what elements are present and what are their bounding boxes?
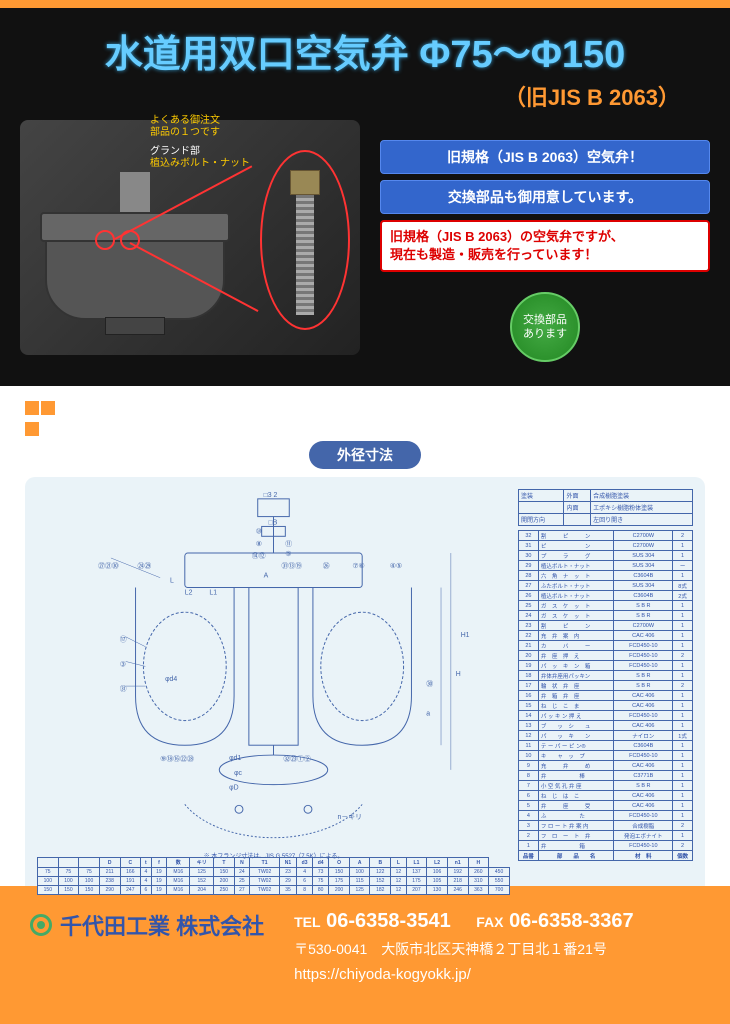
svg-text:⑩: ⑩ <box>256 527 262 535</box>
svg-text:□3 2: □3 2 <box>264 492 278 499</box>
svg-text:n－キリ: n－キリ <box>338 814 362 821</box>
website-url: https://chiyoda-kogyokk.jp/ <box>294 962 700 988</box>
footer: 千代田工業 株式会社 TEL 06-6358-3541 FAX 06-6358-… <box>0 886 730 1024</box>
product-photo: よくある御注文 部品の１つです グランド部 植込みボルト・ナット <box>20 120 360 355</box>
fax-number: 06-6358-3367 <box>509 910 634 932</box>
highlight-circle-1 <box>95 230 115 250</box>
svg-text:A: A <box>264 573 269 580</box>
material-table: 塗装外面合成樹脂塗装内面エポキシ樹脂粉体塗装開閉方向左回り開き <box>518 489 693 526</box>
product-title: 水道用双口空気弁 Φ75～Φ150 <box>20 23 710 78</box>
svg-text:L1: L1 <box>209 589 217 596</box>
spec-section: 外径寸法 <box>0 386 730 886</box>
drawing-svg: □3 2 □B H H1 a φd4 φd1 φc φD n－キリ ㉗㉑㉚ ㉔㉙… <box>37 489 510 844</box>
hero-section: 水道用双口空気弁 Φ75～Φ150 （旧JIS B 2063） よくある御注文 … <box>0 8 730 386</box>
svg-text:H1: H1 <box>461 632 470 639</box>
top-accent-bar <box>0 0 730 8</box>
svg-text:㉛⑬⑲: ㉛⑬⑲ <box>281 562 302 570</box>
svg-text:L: L <box>170 578 174 585</box>
info-box: 旧規格（JIS B 2063）の空気弁ですが、 現在も製造・販売を行っています！ <box>380 220 710 272</box>
svg-text:φd1: φd1 <box>229 755 241 762</box>
company-name: 千代田工業 株式会社 <box>60 909 264 941</box>
bolt-detail <box>290 170 320 315</box>
callout-text-3: 植込みボルト・ナット <box>150 154 250 169</box>
svg-text:㉚: ㉚ <box>426 680 433 688</box>
svg-text:□B: □B <box>269 519 278 526</box>
svg-text:φc: φc <box>234 770 242 777</box>
parts-table: 32割 ピ ンC2700W231ピ ンC2700W130プ ラ グSUS 304… <box>518 530 693 861</box>
svg-text:㉔㉙: ㉔㉙ <box>138 562 152 570</box>
address: 〒530-0041 大阪市北区天神橋２丁目北１番21号 <box>294 938 700 962</box>
info-badge-2: 交換部品も御用意しています。 <box>380 180 710 214</box>
info-badge-1: 旧規格（JIS B 2063）空気弁！ <box>380 140 710 174</box>
svg-text:φD: φD <box>229 785 238 792</box>
dimension-table: DCtf数キリTNT1N1d3d4OABLL1L2n1H 75757521116… <box>37 857 510 895</box>
parts-available-badge: 交換部品 あります <box>510 292 580 362</box>
svg-text:φd4: φd4 <box>165 676 177 683</box>
tel-number: 06-6358-3541 <box>326 910 451 932</box>
technical-drawing: □3 2 □B H H1 a φd4 φd1 φc φD n－キリ ㉗㉑㉚ ㉔㉙… <box>37 489 510 895</box>
fax-label: FAX <box>476 914 503 930</box>
svg-text:H: H <box>456 671 461 678</box>
spec-title: 外径寸法 <box>309 441 421 469</box>
svg-text:④⑤: ④⑤ <box>390 562 402 570</box>
contact-info: TEL 06-6358-3541 FAX 06-6358-3367 〒530-0… <box>294 904 700 987</box>
svg-text:⑭⑫: ⑭⑫ <box>252 552 266 560</box>
svg-text:㉖: ㉖ <box>323 562 330 570</box>
svg-text:⑤: ⑤ <box>285 550 291 558</box>
callout-text-1: よくある御注文 部品の１つです <box>150 115 220 139</box>
svg-text:㉗㉑㉚: ㉗㉑㉚ <box>98 562 119 570</box>
company-logo-icon <box>30 914 52 936</box>
svg-text:⑪: ⑪ <box>285 540 292 548</box>
svg-text:㉜㉓①②: ㉜㉓①② <box>283 755 311 763</box>
decoration-squares <box>25 401 57 436</box>
product-subtitle: （旧JIS B 2063） <box>20 80 710 112</box>
svg-text:⑨⑱⑯㉒㉘: ⑨⑱⑯㉒㉘ <box>160 755 194 763</box>
svg-text:⑦⑥: ⑦⑥ <box>352 562 364 570</box>
svg-text:⑧: ⑧ <box>256 540 262 548</box>
svg-text:③: ③ <box>120 660 126 668</box>
tel-label: TEL <box>294 914 320 930</box>
svg-text:L2: L2 <box>185 589 193 596</box>
svg-text:a: a <box>426 711 430 718</box>
